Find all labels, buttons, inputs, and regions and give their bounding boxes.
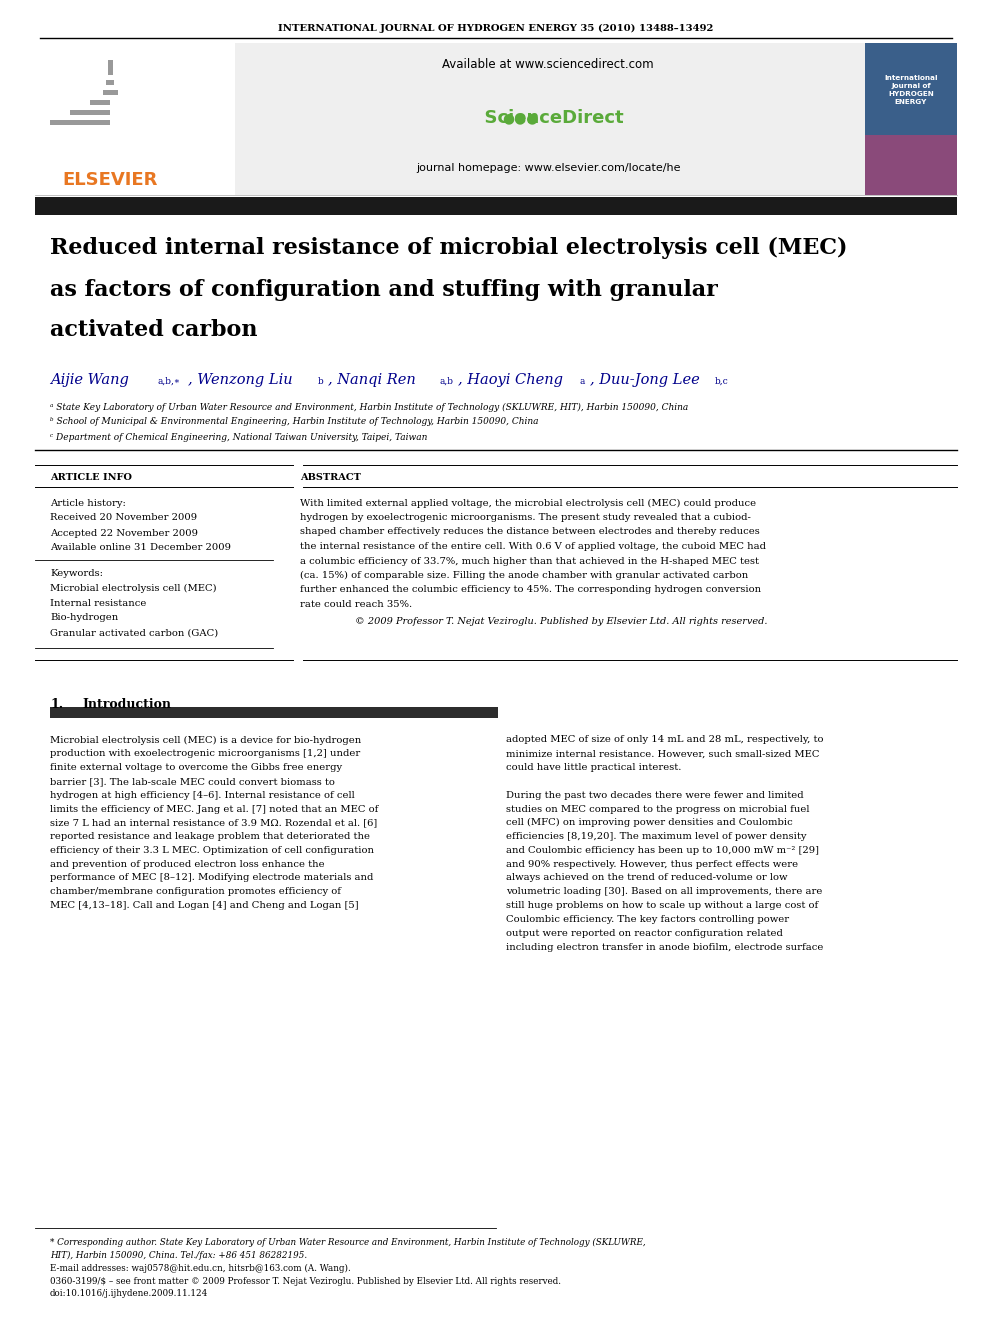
Text: , Nanqi Ren: , Nanqi Ren [328,373,416,388]
Text: reported resistance and leakage problem that deteriorated the: reported resistance and leakage problem … [50,832,370,841]
Text: doi:10.1016/j.ijhydene.2009.11.124: doi:10.1016/j.ijhydene.2009.11.124 [50,1290,208,1298]
Text: 0360-3199/$ – see front matter © 2009 Professor T. Nejat Veziroglu. Published by: 0360-3199/$ – see front matter © 2009 Pr… [50,1277,561,1286]
Text: ARTICLE INFO: ARTICLE INFO [50,474,132,483]
Text: ScienceDirect: ScienceDirect [472,108,624,127]
Text: minimize internal resistance. However, such small-sized MEC: minimize internal resistance. However, s… [506,749,819,758]
Text: a: a [580,377,585,386]
Text: Accepted 22 November 2009: Accepted 22 November 2009 [50,528,198,537]
FancyBboxPatch shape [35,44,235,194]
Text: Reduced internal resistance of microbial electrolysis cell (MEC): Reduced internal resistance of microbial… [50,237,847,259]
Text: , Duu-Jong Lee: , Duu-Jong Lee [590,373,699,388]
Text: 1.: 1. [50,697,63,710]
Text: Received 20 November 2009: Received 20 November 2009 [50,513,197,523]
Text: cell (MFC) on improving power densities and Coulombic: cell (MFC) on improving power densities … [506,818,793,827]
Text: barrier [3]. The lab-scale MEC could convert biomass to: barrier [3]. The lab-scale MEC could con… [50,777,335,786]
Text: and prevention of produced electron loss enhance the: and prevention of produced electron loss… [50,860,324,869]
Text: Article history:: Article history: [50,499,126,508]
Text: © 2009 Professor T. Nejat Veziroglu. Published by Elsevier Ltd. All rights reser: © 2009 Professor T. Nejat Veziroglu. Pub… [355,618,768,627]
Text: further enhanced the columbic efficiency to 45%. The corresponding hydrogen conv: further enhanced the columbic efficiency… [300,586,761,594]
Text: limits the efficiency of MEC. Jang et al. [7] noted that an MEC of: limits the efficiency of MEC. Jang et al… [50,804,378,814]
Text: Available at www.sciencedirect.com: Available at www.sciencedirect.com [442,58,654,71]
Text: and 90% respectively. However, thus perfect effects were: and 90% respectively. However, thus perf… [506,860,799,869]
Text: always achieved on the trend of reduced-volume or low: always achieved on the trend of reduced-… [506,873,788,882]
Text: volumetric loading [30]. Based on all improvements, there are: volumetric loading [30]. Based on all im… [506,888,822,896]
Text: production with exoelectrogenic microorganisms [1,2] under: production with exoelectrogenic microorg… [50,749,360,758]
Text: Microbial electrolysis cell (MEC) is a device for bio-hydrogen: Microbial electrolysis cell (MEC) is a d… [50,736,361,745]
Text: hydrogen at high efficiency [4–6]. Internal resistance of cell: hydrogen at high efficiency [4–6]. Inter… [50,791,355,799]
Text: ELSEVIER: ELSEVIER [62,171,158,189]
Text: including electron transfer in anode biofilm, electrode surface: including electron transfer in anode bio… [506,942,823,951]
Text: * Corresponding author. State Key Laboratory of Urban Water Resource and Environ: * Corresponding author. State Key Labora… [50,1237,646,1246]
Text: adopted MEC of size of only 14 mL and 28 mL, respectively, to: adopted MEC of size of only 14 mL and 28… [506,736,823,745]
Text: a columbic efficiency of 33.7%, much higher than that achieved in the H-shaped M: a columbic efficiency of 33.7%, much hig… [300,557,759,565]
Text: ᵇ School of Municipal & Environmental Engineering, Harbin Institute of Technolog: ᵇ School of Municipal & Environmental En… [50,418,539,426]
Text: a,b: a,b [440,377,454,386]
Text: hydrogen by exoelectrogenic microorganisms. The present study revealed that a cu: hydrogen by exoelectrogenic microorganis… [300,513,751,523]
Text: ABSTRACT: ABSTRACT [300,474,361,483]
Text: During the past two decades there were fewer and limited: During the past two decades there were f… [506,791,804,799]
Text: Keywords:: Keywords: [50,569,103,578]
Text: Internal resistance: Internal resistance [50,598,147,607]
FancyBboxPatch shape [50,120,110,124]
FancyBboxPatch shape [90,101,110,105]
Text: journal homepage: www.elsevier.com/locate/he: journal homepage: www.elsevier.com/locat… [416,163,681,173]
Text: studies on MEC compared to the progress on microbial fuel: studies on MEC compared to the progress … [506,804,809,814]
Text: , Wenzong Liu: , Wenzong Liu [188,373,293,388]
Text: ᵃ State Key Laboratory of Urban Water Resource and Environment, Harbin Institute: ᵃ State Key Laboratory of Urban Water Re… [50,402,688,411]
Text: efficiency of their 3.3 L MEC. Optimization of cell configuration: efficiency of their 3.3 L MEC. Optimizat… [50,845,374,855]
Text: (ca. 15%) of comparable size. Filling the anode chamber with granular activated : (ca. 15%) of comparable size. Filling th… [300,572,748,579]
FancyBboxPatch shape [108,60,113,75]
Text: International
Journal of
HYDROGEN
ENERGY: International Journal of HYDROGEN ENERGY [884,75,937,105]
Text: and Coulombic efficiency has been up to 10,000 mW m⁻² [29]: and Coulombic efficiency has been up to … [506,845,819,855]
Text: Microbial electrolysis cell (MEC): Microbial electrolysis cell (MEC) [50,583,216,593]
Text: still huge problems on how to scale up without a large cost of: still huge problems on how to scale up w… [506,901,818,910]
Text: activated carbon: activated carbon [50,319,258,341]
FancyBboxPatch shape [35,197,957,216]
Text: , Haoyi Cheng: , Haoyi Cheng [458,373,563,388]
Text: performance of MEC [8–12]. Modifying electrode materials and: performance of MEC [8–12]. Modifying ele… [50,873,373,882]
Text: a,b,∗: a,b,∗ [158,377,181,386]
Text: ●●●: ●●● [502,111,539,124]
FancyBboxPatch shape [70,110,110,115]
FancyBboxPatch shape [50,706,498,718]
Text: Aijie Wang: Aijie Wang [50,373,129,388]
FancyBboxPatch shape [35,44,957,194]
Text: ᶜ Department of Chemical Engineering, National Taiwan University, Taipei, Taiwan: ᶜ Department of Chemical Engineering, Na… [50,433,428,442]
Text: size 7 L had an internal resistance of 3.9 MΩ. Rozendal et al. [6]: size 7 L had an internal resistance of 3… [50,819,377,827]
Text: Coulombic efficiency. The key factors controlling power: Coulombic efficiency. The key factors co… [506,916,789,923]
Text: E-mail addresses: waj0578@hit.edu.cn, hitsrb@163.com (A. Wang).: E-mail addresses: waj0578@hit.edu.cn, hi… [50,1263,351,1273]
Text: Bio-hydrogen: Bio-hydrogen [50,614,118,623]
Text: Granular activated carbon (GAC): Granular activated carbon (GAC) [50,628,218,638]
Text: With limited external applied voltage, the microbial electrolysis cell (MEC) cou: With limited external applied voltage, t… [300,499,756,508]
FancyBboxPatch shape [865,44,957,194]
Text: MEC [4,13–18]. Call and Logan [4] and Cheng and Logan [5]: MEC [4,13–18]. Call and Logan [4] and Ch… [50,901,359,910]
Text: Introduction: Introduction [82,697,171,710]
Text: could have little practical interest.: could have little practical interest. [506,763,682,773]
Text: HIT), Harbin 150090, China. Tel./fax: +86 451 86282195.: HIT), Harbin 150090, China. Tel./fax: +8… [50,1250,308,1259]
Text: chamber/membrane configuration promotes efficiency of: chamber/membrane configuration promotes … [50,888,341,896]
Text: shaped chamber effectively reduces the distance between electrodes and thereby r: shaped chamber effectively reduces the d… [300,528,760,537]
Text: INTERNATIONAL JOURNAL OF HYDROGEN ENERGY 35 (2010) 13488–13492: INTERNATIONAL JOURNAL OF HYDROGEN ENERGY… [279,24,713,33]
Text: rate could reach 35%.: rate could reach 35%. [300,601,412,609]
Text: finite external voltage to overcome the Gibbs free energy: finite external voltage to overcome the … [50,763,342,773]
Text: b: b [318,377,323,386]
Text: b,c: b,c [715,377,729,386]
FancyBboxPatch shape [106,79,114,85]
Text: Available online 31 December 2009: Available online 31 December 2009 [50,544,231,553]
Text: output were reported on reactor configuration related: output were reported on reactor configur… [506,929,783,938]
Text: as factors of configuration and stuffing with granular: as factors of configuration and stuffing… [50,279,718,302]
FancyBboxPatch shape [103,90,118,95]
Text: the internal resistance of the entire cell. With 0.6 V of applied voltage, the c: the internal resistance of the entire ce… [300,542,766,550]
Text: efficiencies [8,19,20]. The maximum level of power density: efficiencies [8,19,20]. The maximum leve… [506,832,806,841]
FancyBboxPatch shape [865,135,957,194]
